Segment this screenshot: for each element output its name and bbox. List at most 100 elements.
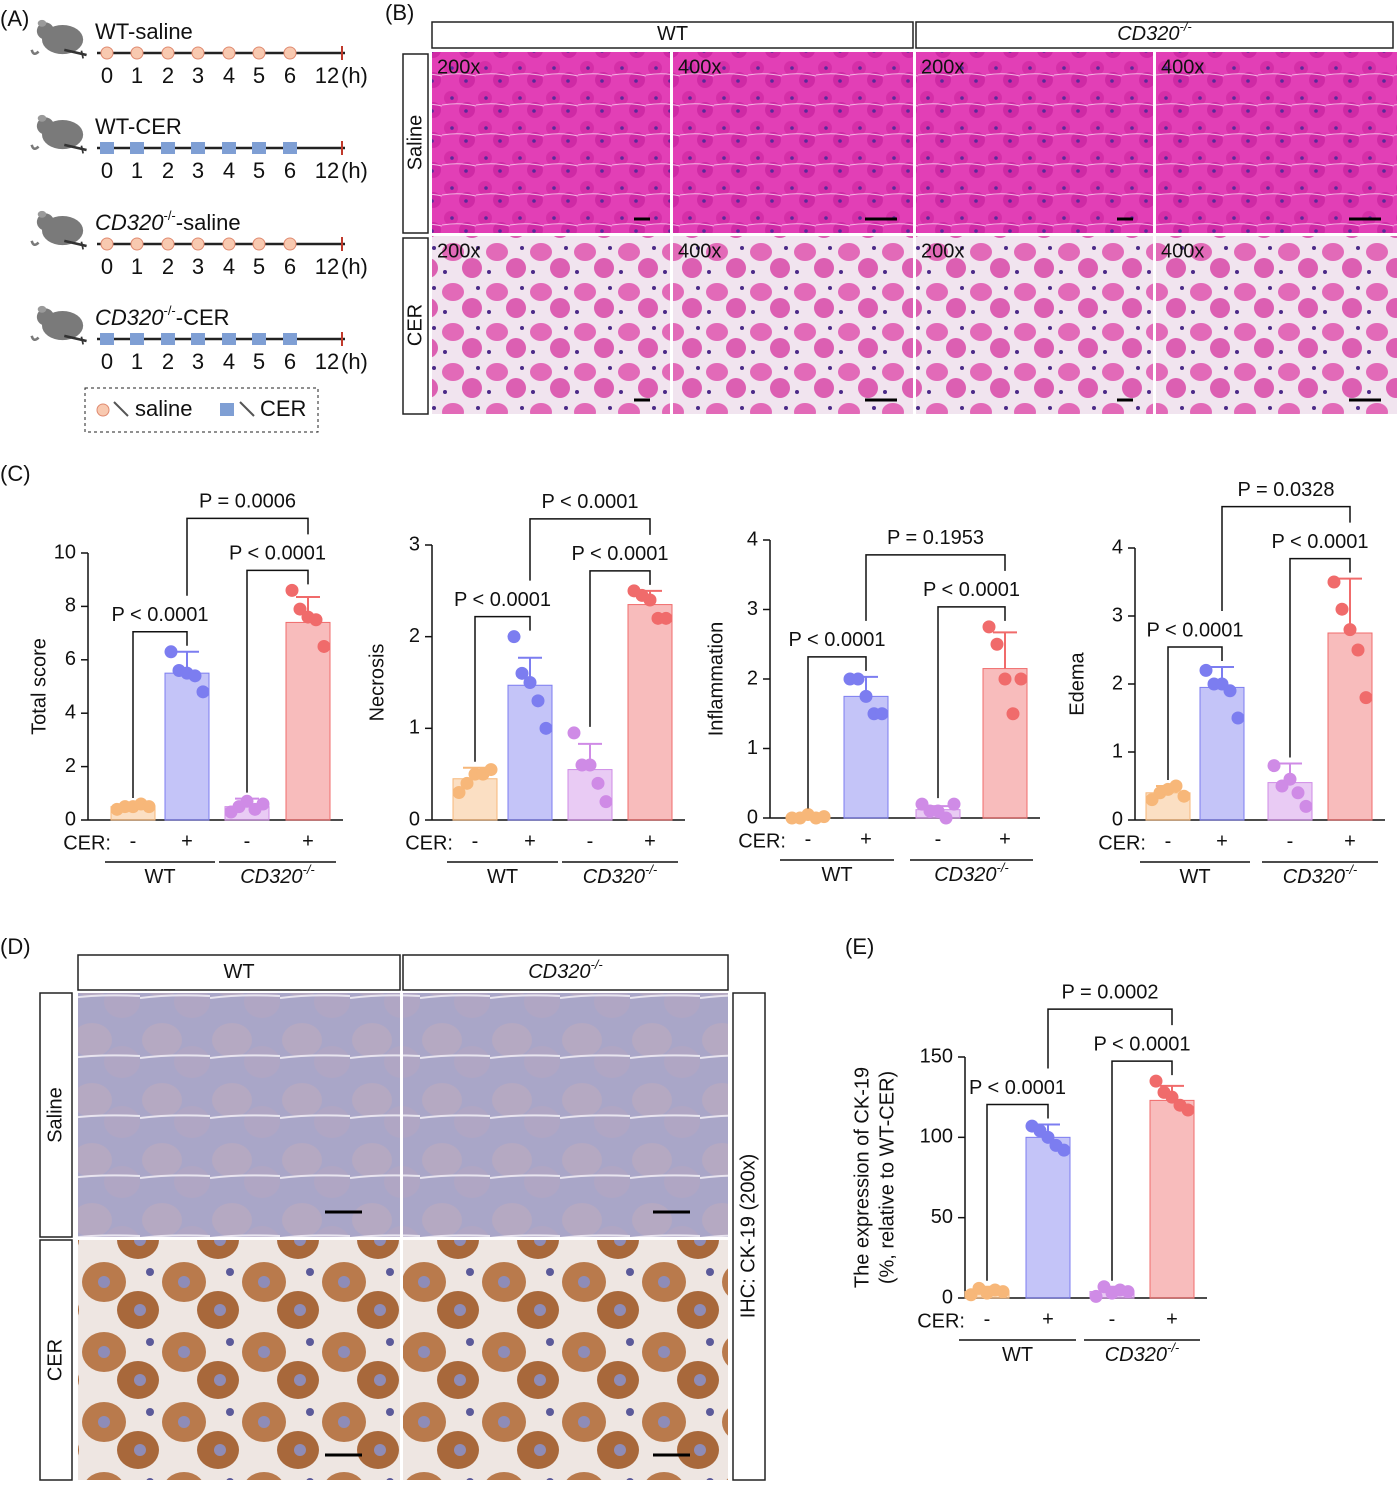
data-point xyxy=(982,620,996,634)
saline-marker xyxy=(252,46,266,60)
row-header xyxy=(402,237,429,415)
comparison-bracket xyxy=(1167,646,1223,780)
y-axis-label: The expression of CK-19 xyxy=(851,1067,873,1288)
magnification: 200x xyxy=(437,240,480,262)
comparison-bracket xyxy=(1111,1060,1173,1281)
magnification: 400x xyxy=(678,240,721,262)
group-label: CD320-/- xyxy=(934,860,1009,886)
legend-label: CER xyxy=(260,396,306,421)
micrograph xyxy=(78,1240,400,1480)
y-axis-label: Total score xyxy=(28,638,50,735)
micrograph xyxy=(432,52,670,233)
group-label: WT xyxy=(144,866,175,888)
text-part: WT xyxy=(657,23,688,45)
x-tick-label: + xyxy=(1166,1308,1178,1330)
row-label: Saline xyxy=(404,115,426,171)
data-point xyxy=(998,672,1012,686)
bar xyxy=(507,684,553,821)
saline-marker xyxy=(130,237,144,251)
saline-marker xyxy=(283,237,297,251)
timeline-tick: 0 xyxy=(101,349,113,374)
panel-label: (A) xyxy=(0,6,29,31)
text-part: -saline xyxy=(176,210,241,235)
timeline-tick: 5 xyxy=(253,158,265,183)
data-point xyxy=(859,689,873,703)
data-point xyxy=(196,685,210,699)
timeline-unit: (h) xyxy=(341,63,368,88)
cer-marker xyxy=(252,142,266,154)
timeline-unit: (h) xyxy=(341,158,368,183)
superscript: -/- xyxy=(645,862,658,877)
data-point xyxy=(317,639,331,653)
y-tick-label: 3 xyxy=(409,533,420,555)
legend-syringe xyxy=(239,401,255,417)
micrograph xyxy=(403,1240,728,1480)
y-tick-label: 1 xyxy=(1112,740,1123,762)
saline-marker xyxy=(252,237,266,251)
y-tick-label: 1 xyxy=(409,717,420,739)
text-part: WT xyxy=(223,961,254,983)
comparison-bracket xyxy=(132,631,188,798)
mouse-icon xyxy=(30,209,88,250)
column-header xyxy=(77,954,401,991)
group-label: CD320-/--saline xyxy=(95,208,241,235)
saline-marker xyxy=(100,46,114,60)
y-axis-label: Inflammation xyxy=(705,622,727,737)
cer-marker xyxy=(191,142,205,154)
cer-marker xyxy=(283,333,297,345)
mouse-icon xyxy=(30,304,88,345)
p-value: P < 0.0001 xyxy=(112,604,209,626)
data-point xyxy=(285,583,299,597)
timeline-tick: 0 xyxy=(101,158,113,183)
timeline-tick: 0 xyxy=(101,63,113,88)
legend-saline-marker xyxy=(96,403,110,417)
data-point xyxy=(583,758,597,772)
x-tick-label: - xyxy=(805,828,812,850)
data-point xyxy=(1121,1285,1135,1299)
comparison-bracket xyxy=(865,554,1006,621)
magnification: 200x xyxy=(921,56,964,78)
group-label: CD320-/- xyxy=(583,862,658,888)
saline-marker xyxy=(191,237,205,251)
row-label: Saline xyxy=(44,1087,66,1143)
magnification: 400x xyxy=(1161,56,1204,78)
p-value: P < 0.0001 xyxy=(1272,531,1369,553)
row-label: CER xyxy=(44,1339,66,1381)
x-tick-label: + xyxy=(302,830,314,852)
saline-marker xyxy=(222,46,236,60)
y-tick-label: 150 xyxy=(920,1045,953,1067)
saline-marker xyxy=(100,237,114,251)
bar xyxy=(285,621,331,821)
column-header xyxy=(915,21,1394,49)
p-value: P < 0.0001 xyxy=(1094,1033,1191,1055)
x-prefix: CER: xyxy=(738,830,786,852)
cer-marker xyxy=(222,333,236,345)
x-tick-label: - xyxy=(130,830,137,852)
text-part: WT xyxy=(1179,866,1210,888)
text-part: WT xyxy=(487,866,518,888)
bar xyxy=(1149,1099,1195,1299)
data-point xyxy=(990,637,1004,651)
group-label: CD320-/- xyxy=(240,862,315,888)
y-tick-label: 4 xyxy=(65,701,76,723)
cer-marker xyxy=(222,142,236,154)
micrograph xyxy=(916,52,1153,233)
superscript: -/- xyxy=(302,862,315,877)
x-tick-label: + xyxy=(524,830,536,852)
superscript: -/- xyxy=(996,860,1009,875)
x-tick-label: - xyxy=(587,830,594,852)
y-tick-label: 1 xyxy=(747,737,758,759)
bar xyxy=(452,778,498,821)
saline-marker xyxy=(191,46,205,60)
side-header xyxy=(732,992,766,1481)
data-point xyxy=(142,800,156,814)
data-point xyxy=(1165,1090,1179,1104)
text-part: CD320 xyxy=(528,961,590,983)
data-point xyxy=(1149,1074,1163,1088)
magnification: 400x xyxy=(678,56,721,78)
p-value: P < 0.0001 xyxy=(969,1077,1066,1099)
timeline-tick: 5 xyxy=(253,254,265,279)
cer-marker xyxy=(130,333,144,345)
cer-marker xyxy=(191,333,205,345)
y-tick-label: 6 xyxy=(65,648,76,670)
